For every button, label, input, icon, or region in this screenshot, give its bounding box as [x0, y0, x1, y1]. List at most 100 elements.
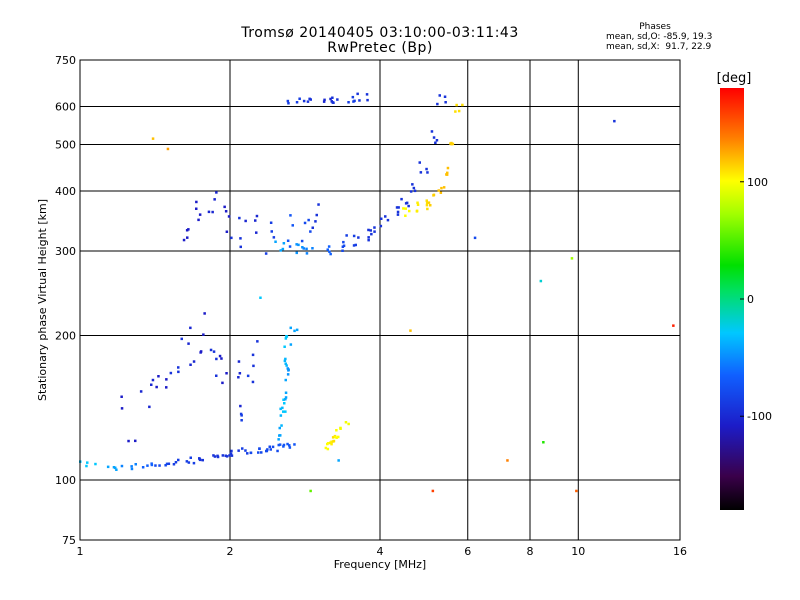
data-point: [246, 374, 250, 378]
data-point: [278, 443, 282, 446]
data-point: [437, 189, 440, 192]
data-point: [307, 218, 310, 222]
data-point: [155, 385, 158, 389]
data-point: [332, 101, 335, 104]
data-point: [230, 449, 233, 453]
data-point: [177, 458, 180, 462]
data-point: [282, 445, 285, 448]
data-point: [221, 381, 224, 385]
data-point: [283, 402, 286, 405]
data-point: [150, 383, 153, 386]
data-point: [185, 460, 189, 463]
data-point: [187, 461, 191, 464]
data-point: [86, 461, 89, 464]
data-point: [436, 102, 439, 106]
data-point: [446, 166, 450, 170]
data-point: [284, 398, 287, 401]
data-point: [434, 141, 437, 144]
data-point: [256, 340, 259, 343]
data-point: [295, 243, 298, 246]
data-point: [279, 407, 282, 411]
data-point: [302, 247, 305, 250]
data-point: [326, 442, 329, 446]
data-point: [365, 93, 369, 96]
chart-title-line1: Tromsø 20140405 03:10:00-03:11:43: [241, 25, 519, 41]
data-point: [315, 213, 318, 217]
data-point: [255, 214, 259, 218]
data-point: [201, 458, 204, 462]
data-point: [224, 210, 228, 213]
data-points: [79, 92, 675, 493]
data-point: [367, 236, 370, 239]
phase-stats-line2: mean, sd,X: 91.7, 22.9: [606, 42, 712, 52]
data-point: [336, 98, 339, 101]
data-point: [277, 443, 280, 447]
data-point: [106, 465, 110, 469]
data-point: [134, 463, 137, 466]
data-point: [345, 234, 348, 237]
data-point: [404, 202, 408, 205]
data-point: [278, 426, 281, 430]
data-point: [282, 443, 286, 447]
data-point: [306, 100, 310, 103]
data-point: [352, 244, 356, 247]
data-point: [239, 404, 242, 408]
data-point: [446, 171, 449, 175]
data-point: [331, 436, 335, 439]
data-point: [337, 435, 340, 439]
data-point: [272, 236, 276, 239]
data-point: [288, 245, 292, 248]
data-point: [212, 350, 216, 353]
data-point: [237, 449, 240, 452]
data-point: [295, 101, 299, 104]
data-point: [187, 228, 190, 231]
data-point: [150, 463, 154, 467]
data-point: [352, 234, 356, 238]
data-point: [411, 183, 414, 186]
data-point: [283, 359, 287, 363]
data-point: [260, 451, 263, 454]
data-point: [287, 102, 290, 105]
data-point: [172, 463, 176, 466]
data-point: [440, 186, 443, 190]
data-point: [331, 96, 334, 99]
data-point: [225, 230, 229, 233]
data-point: [197, 218, 200, 222]
data-point: [134, 439, 137, 443]
data-point: [212, 454, 215, 457]
data-point: [418, 161, 421, 164]
data-point: [224, 454, 227, 457]
y-tick-label: 300: [55, 245, 76, 258]
y-tick-label: 100: [55, 474, 76, 487]
data-point: [237, 376, 240, 379]
data-point: [215, 191, 218, 194]
data-point: [416, 201, 419, 204]
data-point: [288, 446, 292, 449]
data-point: [335, 436, 338, 439]
data-point: [244, 449, 247, 452]
data-point: [356, 92, 359, 96]
y-tick-labels: 750 600 500 400 300 200 100 75: [55, 54, 76, 547]
data-point: [174, 461, 178, 464]
data-point: [284, 410, 287, 413]
data-point: [195, 200, 198, 204]
y-tick-label: 600: [55, 101, 76, 114]
data-point: [192, 461, 196, 465]
data-point: [154, 464, 157, 467]
data-point: [347, 422, 350, 426]
data-point: [227, 215, 231, 218]
data-point: [85, 464, 88, 468]
data-point: [285, 364, 288, 367]
data-point: [305, 247, 308, 251]
data-point: [130, 467, 134, 471]
phase-stats-line1: mean, sd,O: -85.9, 19.3: [606, 32, 713, 42]
data-point: [288, 444, 291, 447]
data-point: [439, 191, 443, 194]
x-tick-label: 1: [77, 545, 84, 558]
data-point: [218, 354, 222, 358]
data-point: [415, 209, 419, 213]
data-point: [198, 457, 201, 460]
data-point: [146, 464, 149, 467]
data-point: [539, 279, 543, 283]
data-point: [432, 193, 436, 197]
